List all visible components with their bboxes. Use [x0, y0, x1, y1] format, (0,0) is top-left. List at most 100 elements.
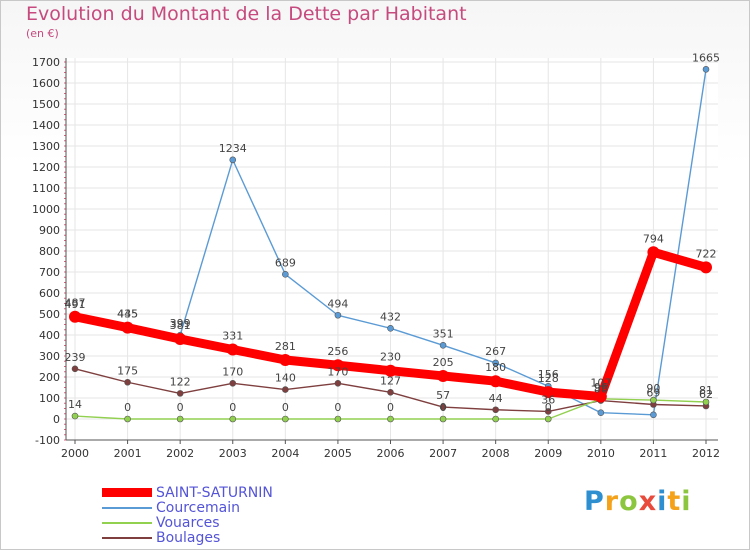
- data-label: 170: [222, 365, 243, 378]
- data-point: [702, 66, 710, 73]
- data-label: 36: [541, 393, 555, 406]
- x-tick-label: 2007: [429, 447, 457, 460]
- data-point: [489, 375, 502, 388]
- legend-item-courcemain[interactable]: Courcemain: [102, 499, 273, 516]
- y-tick-label: 1500: [32, 98, 60, 111]
- legend-item-vouarces[interactable]: Vouarces: [102, 515, 273, 531]
- data-point: [174, 332, 187, 345]
- data-label: 57: [436, 389, 450, 402]
- data-label: 0: [282, 401, 289, 414]
- data-point: [597, 409, 605, 417]
- data-label: 69: [646, 387, 660, 400]
- data-point: [334, 311, 342, 319]
- data-point: [71, 365, 79, 373]
- data-point: [229, 379, 237, 387]
- y-tick-label: 100: [39, 392, 60, 405]
- data-point: [437, 369, 450, 382]
- data-label: 0: [124, 401, 131, 414]
- data-point: [124, 415, 131, 423]
- y-tick-label: 800: [39, 245, 60, 258]
- data-label: 44: [489, 392, 503, 405]
- data-point: [702, 398, 710, 406]
- data-label: 794: [643, 232, 664, 245]
- y-tick-label: 700: [39, 266, 60, 279]
- data-label: 0: [229, 401, 236, 414]
- data-label: 175: [117, 364, 138, 377]
- x-tick-label: 2012: [692, 447, 720, 460]
- data-label: 487: [65, 297, 86, 310]
- data-label: 0: [334, 401, 341, 414]
- data-label: 62: [699, 388, 713, 401]
- data-point: [282, 271, 289, 278]
- data-point: [492, 406, 499, 414]
- data-label: 0: [440, 401, 447, 414]
- x-tick-label: 2000: [61, 447, 89, 460]
- data-label: 128: [538, 372, 559, 385]
- legend-swatch: [102, 506, 152, 509]
- legend-item-boulages[interactable]: Boulages: [102, 529, 273, 546]
- data-point: [439, 403, 447, 411]
- legend-label: Courcemain: [156, 499, 240, 516]
- data-label: 127: [380, 374, 401, 387]
- data-point: [542, 386, 555, 399]
- brand-letter: x: [638, 486, 658, 517]
- y-tick-label: 1700: [32, 56, 60, 69]
- data-label: 14: [68, 398, 82, 411]
- data-label: 432: [380, 310, 401, 323]
- data-label: 494: [327, 297, 348, 310]
- y-tick-label: 0: [53, 413, 60, 426]
- legend-label: Boulages: [156, 529, 221, 546]
- data-point: [544, 415, 552, 423]
- data-point: [492, 359, 499, 367]
- data-point: [439, 341, 447, 349]
- x-tick-label: 2003: [219, 447, 247, 460]
- y-tick-label: 300: [39, 350, 60, 363]
- data-point: [387, 324, 394, 332]
- data-label: 88: [594, 383, 608, 396]
- brand-logo: Proxiti: [584, 486, 692, 517]
- data-point: [387, 415, 394, 423]
- data-point: [439, 415, 447, 423]
- data-label: 256: [327, 345, 348, 358]
- y-tick-label: 1600: [32, 77, 60, 90]
- x-tick-label: 2008: [482, 447, 510, 460]
- data-label: 107: [590, 377, 611, 390]
- y-tick-label: 400: [39, 329, 60, 342]
- y-tick-label: 600: [39, 287, 60, 300]
- x-tick-label: 2004: [271, 447, 299, 460]
- data-point: [282, 386, 289, 393]
- data-label: 1234: [219, 142, 247, 155]
- data-point: [331, 359, 344, 372]
- y-tick-label: 900: [39, 224, 60, 237]
- data-point: [226, 343, 239, 356]
- legend-item-saint-saturnin[interactable]: SAINT-SATURNIN: [102, 484, 273, 501]
- legend-label: SAINT-SATURNIN: [156, 484, 273, 501]
- legend: SAINT-SATURNIN Courcemain Vouarces Boula…: [102, 484, 273, 546]
- data-point: [69, 310, 81, 323]
- x-tick-label: 2006: [377, 447, 405, 460]
- data-point: [387, 389, 394, 396]
- y-tick-label: 500: [39, 308, 60, 321]
- brand-letter: o: [619, 486, 639, 517]
- data-label: 140: [275, 372, 296, 385]
- chart-subtitle: (en €): [26, 27, 59, 40]
- data-point: [229, 415, 237, 423]
- data-label: 445: [117, 308, 138, 321]
- data-label: 96: [594, 381, 608, 394]
- data-label: 435: [117, 308, 138, 321]
- data-label: 205: [433, 356, 454, 369]
- y-tick-label: 1200: [32, 161, 60, 174]
- data-label: 267: [485, 345, 506, 358]
- data-label: 491: [65, 298, 86, 311]
- data-point: [121, 321, 134, 334]
- x-tick-label: 2011: [639, 447, 667, 460]
- y-tick-label: 1300: [32, 140, 60, 153]
- x-tick-label: 2010: [587, 447, 615, 460]
- data-point: [544, 408, 552, 415]
- brand-letter: i: [657, 486, 668, 517]
- data-label: 1665: [692, 51, 720, 64]
- data-point: [492, 415, 499, 423]
- data-point: [124, 378, 131, 386]
- data-label: 230: [380, 351, 401, 364]
- data-label: 156: [538, 368, 559, 381]
